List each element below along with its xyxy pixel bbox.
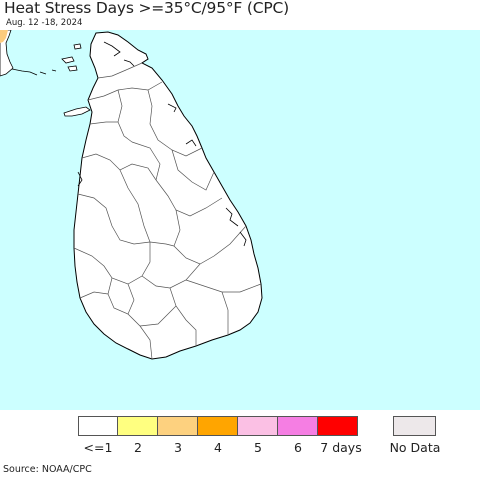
- sri-lanka-map: [0, 30, 480, 410]
- islet: [73, 43, 82, 50]
- legend-label-6: 6: [294, 440, 302, 455]
- legend-swatch-4: [198, 416, 238, 436]
- legend-swatch-5: [238, 416, 278, 436]
- legend-label-3: 3: [174, 440, 182, 455]
- legend-swatch-7: [318, 416, 358, 436]
- date-range: Aug. 12 -18, 2024: [6, 18, 83, 28]
- mannar-island: [63, 106, 91, 117]
- coast-fragment: [11, 68, 38, 76]
- heat-stress-patch: [0, 30, 8, 43]
- coast-fragment: [39, 69, 57, 75]
- legend-swatch-6: [278, 416, 318, 436]
- legend-label-le1: <=1: [83, 440, 113, 455]
- islet: [67, 65, 78, 72]
- legend: <=1 2 3 4 5 6 7 days No Data: [0, 416, 480, 462]
- islet: [61, 56, 75, 64]
- legend-swatch-no-data: [393, 416, 436, 436]
- source-credit: Source: NOAA/CPC: [3, 464, 92, 475]
- legend-label-5: 5: [254, 440, 262, 455]
- legend-label-no-data: No Data: [389, 440, 441, 455]
- map-area: [0, 30, 480, 410]
- legend-swatch-le1: [78, 416, 118, 436]
- map-title: Heat Stress Days >=35°C/95°F (CPC): [4, 0, 289, 17]
- coastal-details: [77, 41, 247, 247]
- legend-swatch-2: [118, 416, 158, 436]
- legend-label-2: 2: [134, 440, 142, 455]
- legend-label-4: 4: [214, 440, 222, 455]
- district-borders: [73, 62, 262, 360]
- legend-label-7: 7 days: [320, 440, 362, 455]
- legend-swatch-3: [158, 416, 198, 436]
